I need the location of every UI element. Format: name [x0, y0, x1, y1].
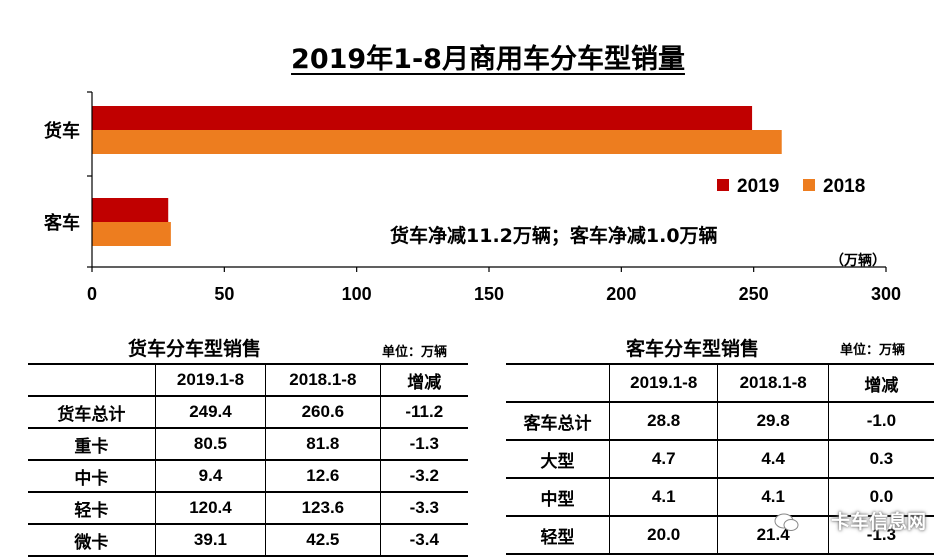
chart-title: 2019年1-8月商用车分车型销量: [291, 43, 685, 75]
table-row: 货车总计 249.4 260.6 -11.2: [28, 396, 468, 429]
table-cell: 中型: [506, 478, 611, 517]
truck-table-title: 货车分车型销售: [128, 338, 262, 360]
legend-label: 2018: [823, 176, 865, 197]
table-row: 轻卡 120.4 123.6 -3.3: [28, 492, 468, 525]
wechat-icon: [774, 513, 799, 531]
column-header: 2019.1-8: [609, 363, 719, 403]
table-row: 重卡 80.5 81.8 -1.3: [28, 428, 468, 461]
category-label: 客车: [44, 212, 80, 234]
table-header-row: 2019.1-8 2018.1-8 增减: [28, 363, 468, 397]
column-header: 2018.1-8: [265, 363, 381, 397]
table-cell: -1.3: [380, 428, 468, 461]
table-cell: 80.5: [155, 428, 267, 461]
table-cell: 120.4: [155, 492, 267, 525]
truck-sales-table: 2019.1-8 2018.1-8 增减 货车总计 249.4 260.6 -11.2 重卡 8…: [28, 363, 468, 557]
column-header: 2018.1-8: [717, 363, 829, 403]
table-cell: 0.0: [828, 478, 934, 517]
table-cell: -1.0: [828, 402, 934, 441]
x-tick-label: 50: [214, 284, 234, 304]
column-header: 增减: [380, 363, 468, 397]
table-cell: 29.8: [717, 402, 829, 441]
table-cell: 28.8: [609, 402, 719, 441]
table-row: 客车总计 28.8 29.8 -1.0: [506, 402, 934, 441]
x-tick-label: 100: [342, 284, 372, 304]
bar-2018-1: [92, 222, 171, 246]
table-cell: -11.2: [380, 396, 468, 429]
table-cell: 重卡: [28, 428, 156, 461]
table-cell: 微卡: [28, 524, 156, 557]
table-cell: 轻卡: [28, 492, 156, 525]
table-cell: 9.4: [155, 460, 267, 493]
table-cell: 12.6: [265, 460, 381, 493]
table-cell: 21.4: [717, 516, 829, 555]
table-cell: 42.5: [265, 524, 381, 557]
table-cell: -1.3: [828, 516, 934, 555]
table-cell: 4.1: [717, 478, 829, 517]
legend-swatch-2019: [717, 179, 729, 191]
x-tick-label: 250: [739, 284, 769, 304]
truck-table-unit: 单位：万辆: [382, 345, 448, 360]
table-cell: 客车总计: [506, 402, 611, 441]
chart-annotation: 货车净减11.2万辆；客车净减1.0万辆: [390, 224, 718, 247]
table-cell: 大型: [506, 440, 611, 479]
table-cell: -3.2: [380, 460, 468, 493]
column-header: [506, 363, 611, 403]
table-cell: 0.3: [828, 440, 934, 479]
table-header-row: 2019.1-8 2018.1-8 增减: [506, 363, 934, 403]
table-cell: -3.4: [380, 524, 468, 557]
table-cell: 39.1: [155, 524, 267, 557]
table-row: 中型 4.1 4.1 0.0: [506, 478, 934, 517]
table-row: 轻型 20.0 21.4 -1.3: [506, 516, 934, 555]
table-row: 中卡 9.4 12.6 -3.2: [28, 460, 468, 493]
table-cell: 260.6: [265, 396, 381, 429]
bar-2019-0: [92, 106, 753, 130]
bar-2018-0: [92, 130, 782, 154]
table-cell: 20.0: [609, 516, 719, 555]
bus-table-unit: 单位：万辆: [840, 343, 906, 358]
column-header: [28, 363, 156, 397]
table-cell: 123.6: [265, 492, 381, 525]
column-header: 增减: [828, 363, 934, 403]
bus-sales-table: 2019.1-8 2018.1-8 增减 客车总计 28.8 29.8 -1.0 大型 4.7 4…: [506, 363, 934, 555]
table-cell: 81.8: [265, 428, 381, 461]
column-header: 2019.1-8: [155, 363, 267, 397]
x-tick-label: 300: [871, 284, 901, 304]
table-cell: 货车总计: [28, 396, 156, 429]
watermark-text: 卡车信息网: [830, 511, 926, 533]
bar-2019-1: [92, 198, 169, 222]
table-cell: -3.3: [380, 492, 468, 525]
table-row: 大型 4.7 4.4 0.3: [506, 440, 934, 479]
bus-table-title: 客车分车型销售: [626, 338, 760, 360]
unit-label: （万辆）: [830, 252, 886, 269]
x-tick-label: 150: [474, 284, 504, 304]
table-cell: 4.1: [609, 478, 719, 517]
x-tick-label: 0: [87, 284, 97, 304]
table-cell: 249.4: [155, 396, 267, 429]
table-cell: 中卡: [28, 460, 156, 493]
table-cell: 4.7: [609, 440, 719, 479]
table-cell: 4.4: [717, 440, 829, 479]
legend-label: 2019: [737, 176, 779, 197]
table-cell: 轻型: [506, 516, 611, 555]
category-label: 货车: [44, 120, 80, 142]
table-row: 微卡 39.1 42.5 -3.4: [28, 524, 468, 557]
x-tick-label: 200: [606, 284, 636, 304]
legend-swatch-2018: [803, 179, 815, 191]
